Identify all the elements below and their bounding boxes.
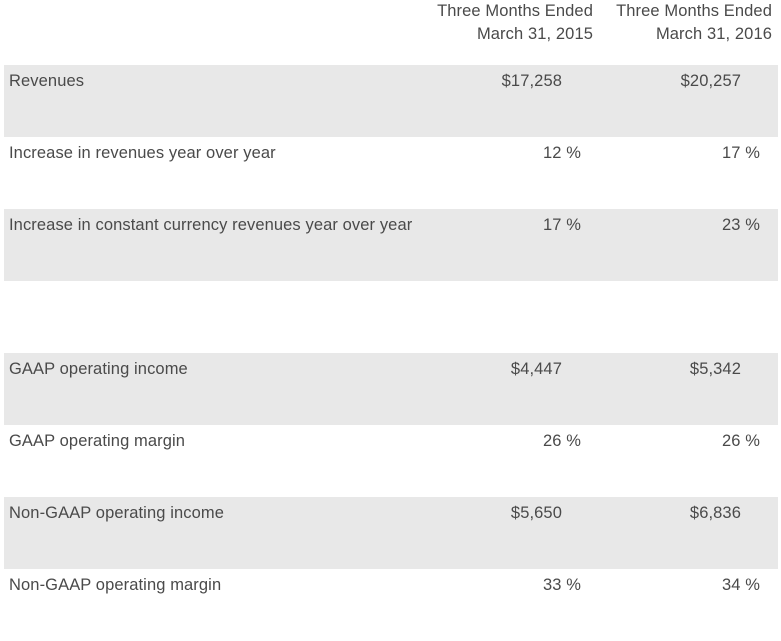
column-header-2016: Three Months Ended March 31, 2016	[616, 0, 772, 46]
value-2016: 17 %	[721, 144, 760, 162]
column-header-2015-line1: Three Months Ended	[437, 2, 593, 20]
column-header-2015-line2: March 31, 2015	[476, 25, 593, 43]
value-2015: $17,258	[501, 72, 562, 90]
column-header-2015: Three Months Ended March 31, 2015	[437, 0, 593, 46]
financial-table: Revenues $17,258 $20,257 Increase in rev…	[4, 65, 778, 641]
value-2016: 23 %	[721, 216, 760, 234]
column-header-2016-line1: Three Months Ended	[616, 2, 772, 20]
row-label: Non-GAAP operating income	[9, 504, 224, 522]
value-2015: 26 %	[542, 432, 581, 450]
value-2016: $20,257	[680, 72, 741, 90]
row-label: GAAP operating margin	[9, 432, 186, 450]
table-row-revenue-increase: Increase in revenues year over year 12 %…	[4, 137, 778, 209]
table-row-non-gaap-operating-margin: Non-GAAP operating margin 33 % 34 %	[4, 569, 778, 641]
value-2016: 26 %	[721, 432, 760, 450]
column-header-2016-line2: March 31, 2016	[655, 25, 772, 43]
table-row-non-gaap-operating-income: Non-GAAP operating income $5,650 $6,836	[4, 497, 778, 569]
value-2016: 34 %	[721, 576, 760, 594]
value-2015: $5,650	[510, 504, 562, 522]
table-header: Three Months Ended March 31, 2015 Three …	[0, 0, 781, 60]
table-row-revenues: Revenues $17,258 $20,257	[4, 65, 778, 137]
value-2015: $4,447	[510, 360, 562, 378]
value-2015: 17 %	[542, 216, 581, 234]
table-row-gaap-operating-income: GAAP operating income $4,447 $5,342	[4, 353, 778, 425]
row-label: Non-GAAP operating margin	[9, 576, 222, 594]
value-2016: $6,836	[689, 504, 741, 522]
value-2016: $5,342	[689, 360, 741, 378]
row-label: GAAP operating income	[9, 360, 188, 378]
row-label: Revenues	[9, 72, 85, 90]
value-2015: 12 %	[542, 144, 581, 162]
value-2015: 33 %	[542, 576, 581, 594]
row-label: Increase in revenues year over year	[9, 144, 276, 162]
row-label: Increase in constant currency revenues y…	[9, 216, 413, 234]
table-row-spacer	[4, 281, 778, 353]
table-row-constant-currency-increase: Increase in constant currency revenues y…	[4, 209, 778, 281]
table-row-gaap-operating-margin: GAAP operating margin 26 % 26 %	[4, 425, 778, 497]
